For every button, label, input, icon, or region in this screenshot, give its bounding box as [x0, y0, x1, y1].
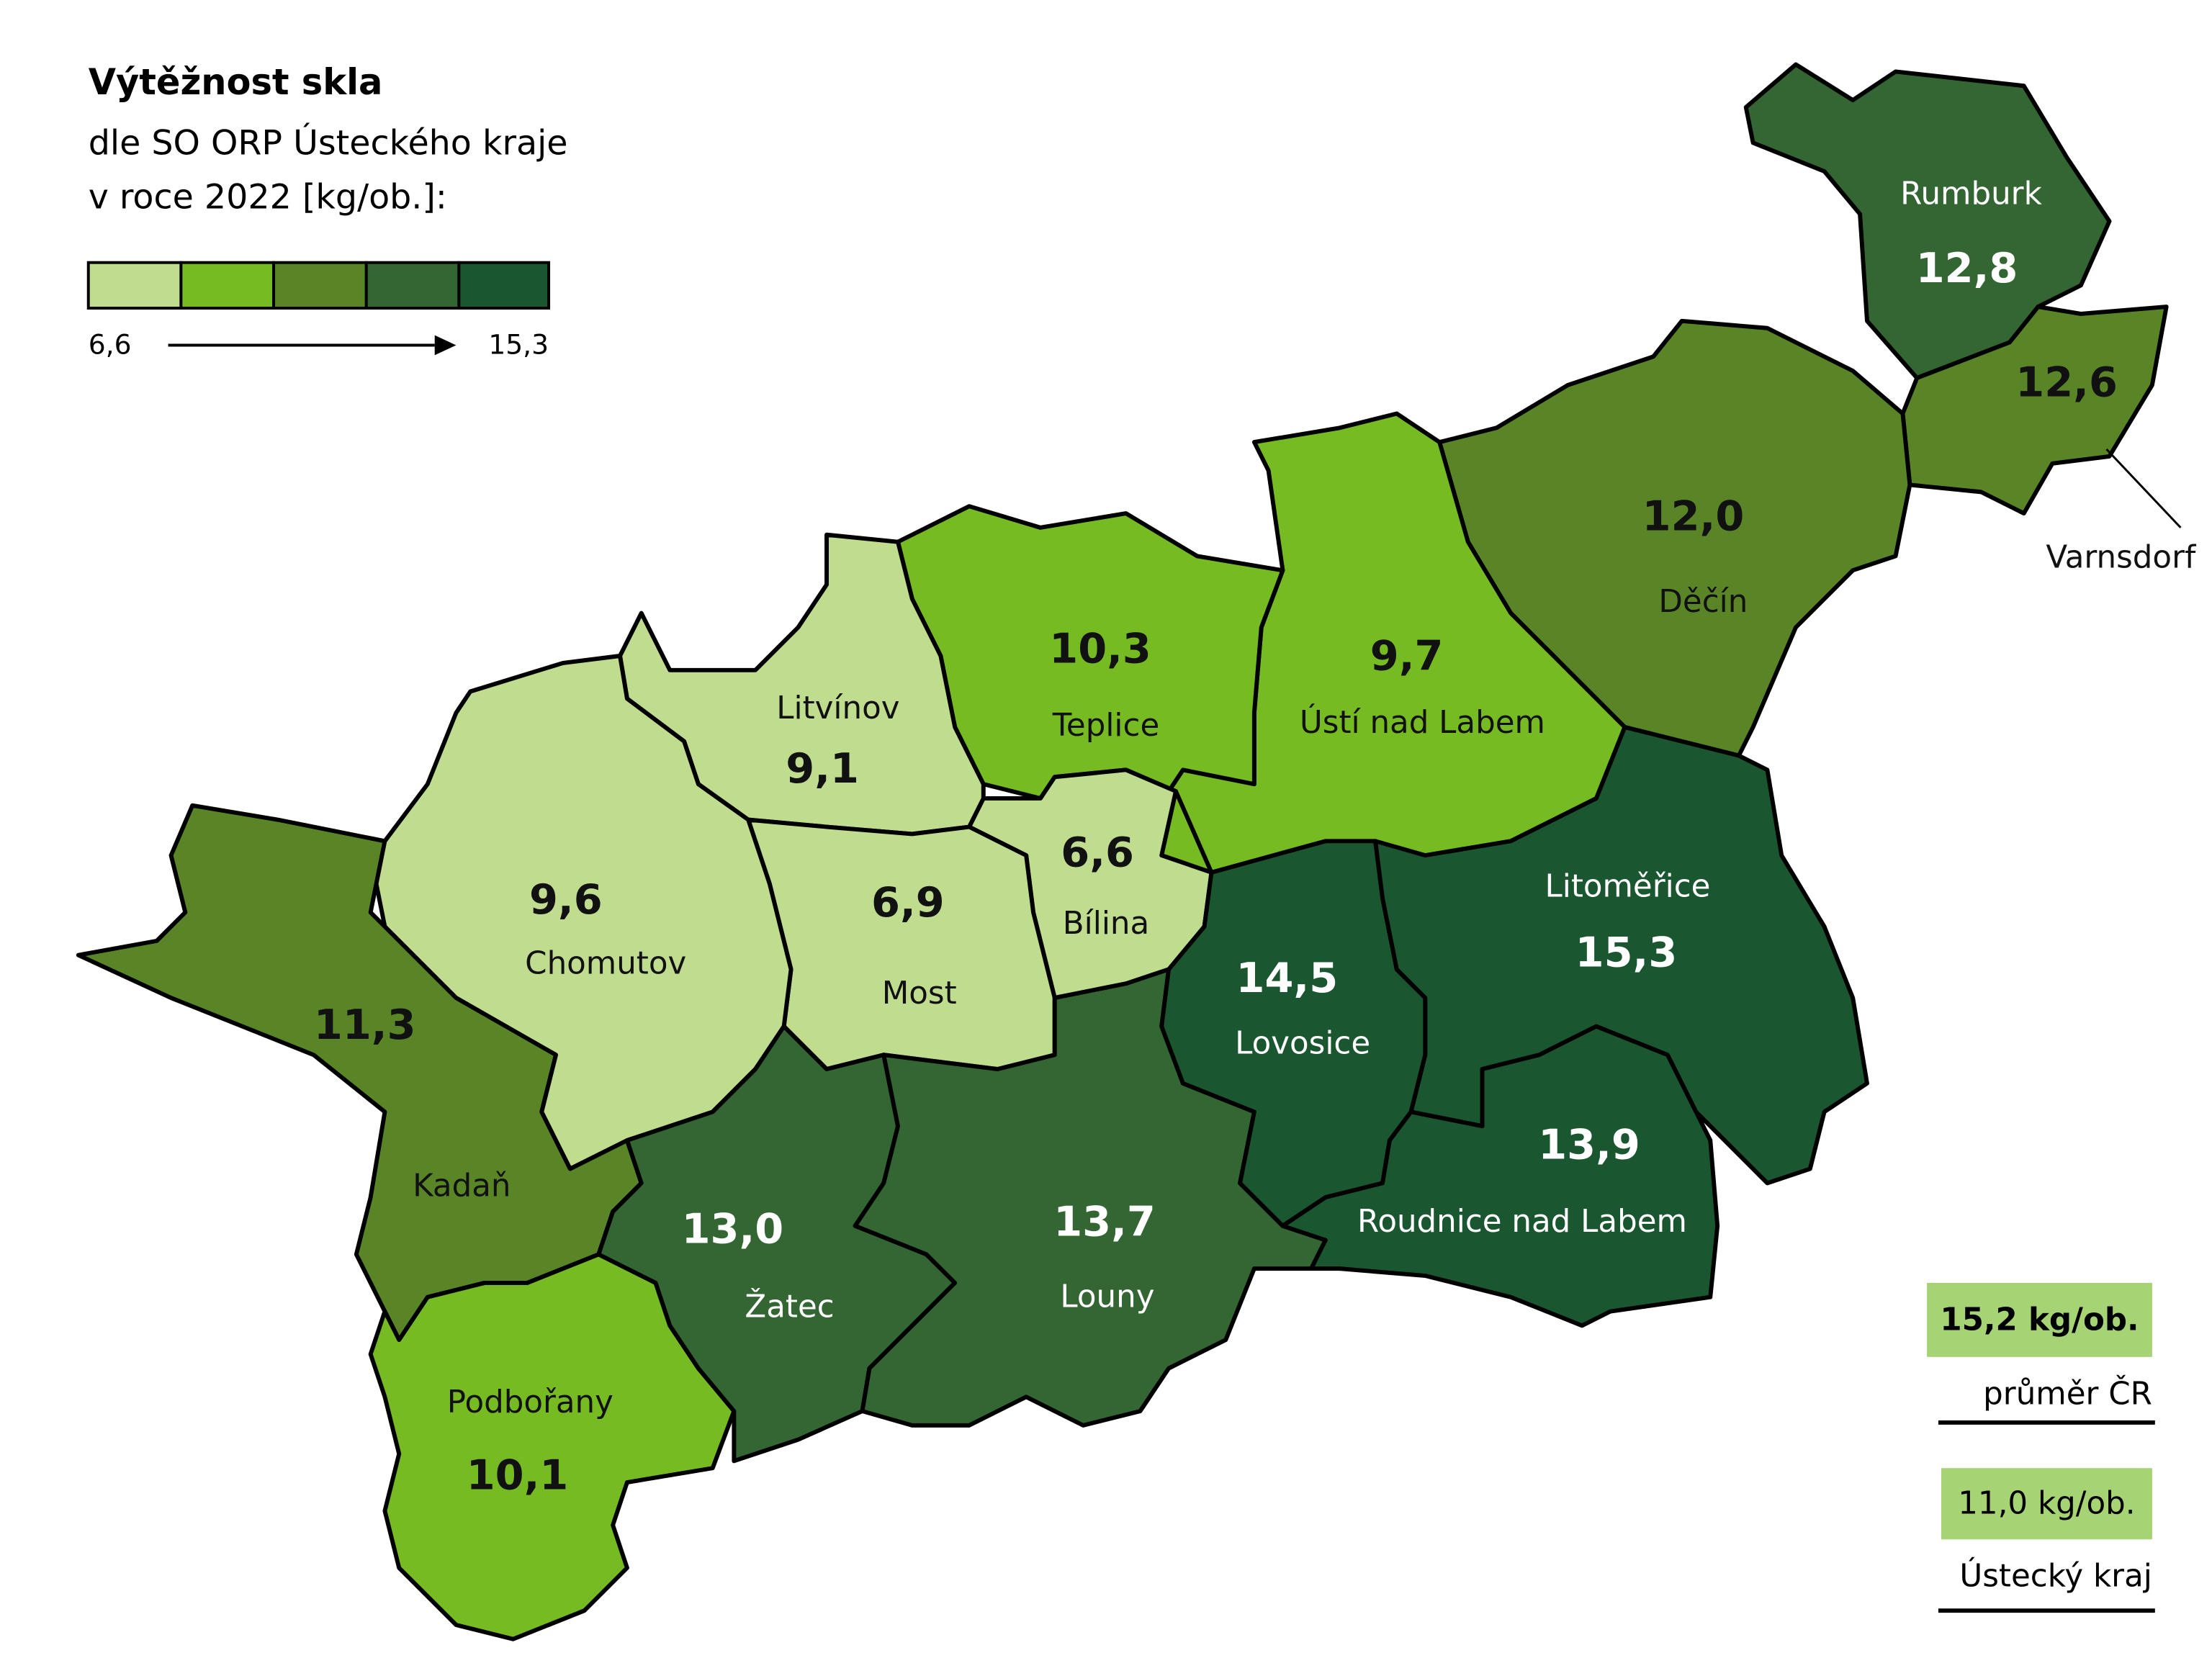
summary-box: [1927, 1282, 2152, 1357]
region: [1280, 1024, 1720, 1328]
region-name: Ústí nad Labem: [1300, 703, 1545, 741]
region-name: Litoměřice: [1545, 869, 1710, 905]
region-value: 14,5: [1236, 954, 1339, 1002]
leader-line: [2105, 448, 2182, 528]
region-value: 13,7: [1053, 1197, 1156, 1245]
region-name: Bílina: [1063, 906, 1149, 942]
legend-swatch: [179, 261, 276, 310]
legend-swatch: [364, 261, 461, 310]
region-name: Podbořany: [447, 1384, 613, 1420]
region-name: Louny: [1060, 1279, 1154, 1315]
region-name: Kadaň: [413, 1168, 511, 1204]
region-value: 9,1: [786, 744, 859, 793]
region-name: Děčín: [1658, 584, 1748, 620]
region-value: 9,6: [529, 875, 603, 924]
summary-caption: Ústecký kraj: [1959, 1556, 2152, 1595]
summary-caption: průměr ČR: [1983, 1374, 2152, 1412]
region-value: 15,3: [1575, 928, 1678, 976]
region-value: 12,6: [2015, 359, 2118, 407]
region-name: Rumburk: [1900, 176, 2042, 212]
region-value: 10,1: [467, 1451, 569, 1500]
regions: [76, 62, 2169, 1641]
region-value: 13,9: [1538, 1121, 1640, 1169]
region-value: 12,8: [1916, 244, 2018, 292]
region-name: Roudnice nad Labem: [1357, 1204, 1687, 1240]
region-value: 6,6: [1061, 829, 1134, 877]
region-value: 12,0: [1642, 492, 1745, 541]
legend-swatch: [272, 261, 368, 310]
region-value: 10,3: [1049, 625, 1151, 673]
legend-swatch: [457, 261, 551, 310]
legend-min: 6,6: [89, 328, 132, 360]
region: [1373, 725, 1869, 1186]
region: [853, 967, 1328, 1428]
region: [368, 1252, 737, 1641]
legend-arrow-head: [434, 335, 457, 356]
summary-box: [1941, 1468, 2152, 1540]
region-name: Litvínov: [776, 690, 899, 726]
region: [1743, 62, 2112, 380]
legend-max: 15,3: [488, 328, 549, 360]
legend: 6,6 15,3: [86, 261, 551, 360]
region-name: Lovosice: [1235, 1025, 1370, 1061]
region-value: 11,3: [314, 1001, 416, 1049]
map-subtitle: dle SO ORP Ústeckého kraje: [89, 122, 568, 163]
region-labels: Rumburk 12,8 12,6 Varnsdorf 12,0 Děčín 9…: [314, 176, 2197, 1500]
region-name: Chomutov: [525, 946, 686, 982]
region-name: Žatec: [745, 1287, 834, 1325]
region: [746, 817, 1057, 1071]
region-name: Teplice: [1052, 708, 1160, 744]
map-title: Výtěžnost skla: [89, 61, 383, 103]
region-name: Most: [882, 976, 957, 1012]
legend-swatch: [86, 261, 183, 310]
summary-value: 15,2 kg/ob.: [1940, 1302, 2139, 1338]
region-value: 13,0: [682, 1204, 784, 1253]
region-value: 9,7: [1370, 632, 1444, 680]
map-subtitle: v roce 2022 [kg/ob.]:: [89, 177, 447, 217]
region-value: 6,9: [871, 878, 945, 927]
summary: 15,2 kg/ob. průměr ČR 11,0 kg/ob. Ústeck…: [1927, 1282, 2155, 1613]
region-name: Varnsdorf: [2046, 539, 2197, 575]
summary-value: 11,0 kg/ob.: [1958, 1486, 2135, 1522]
